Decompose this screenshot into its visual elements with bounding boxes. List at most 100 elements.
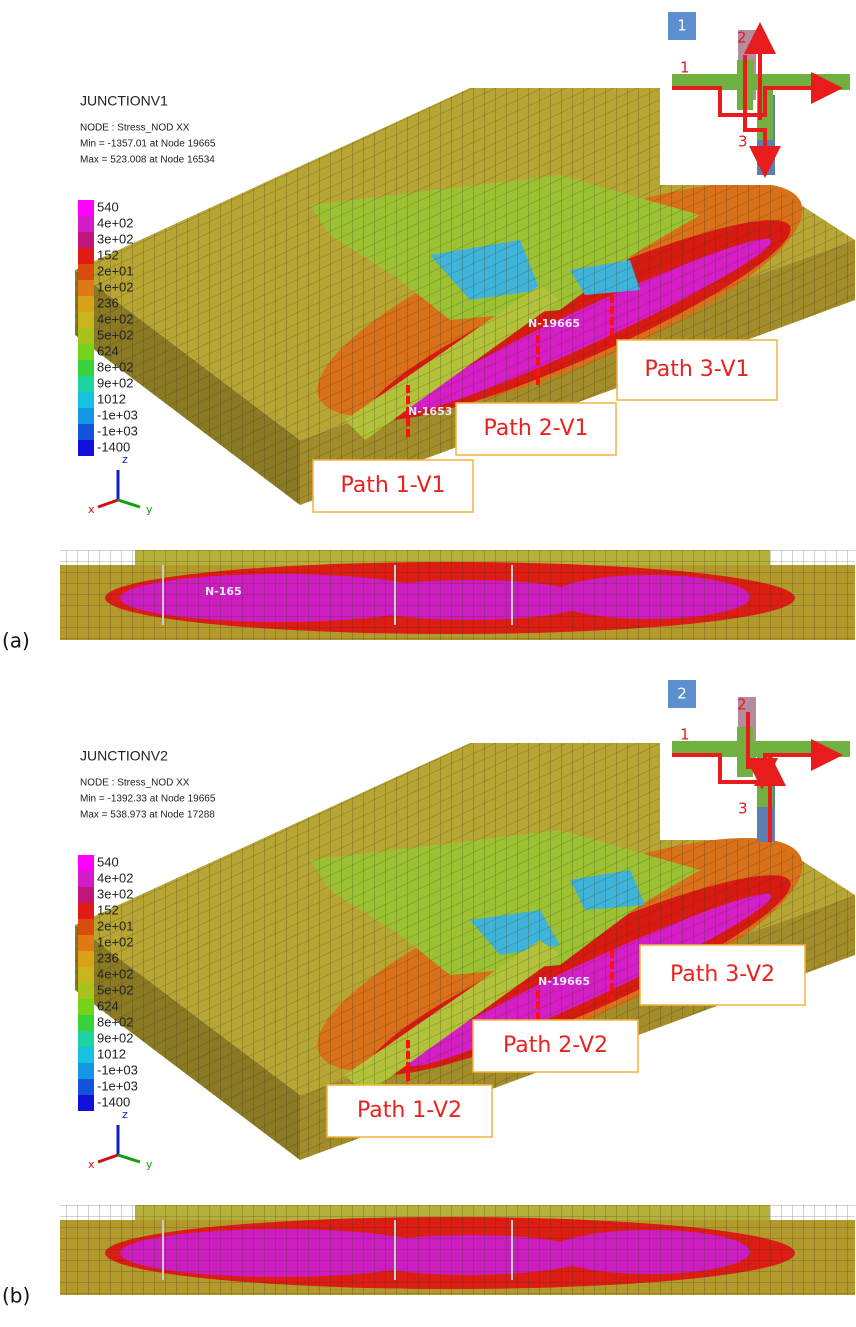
legend-swatch	[78, 216, 94, 232]
legend-swatch	[78, 296, 94, 312]
legend-swatch	[78, 440, 94, 456]
path-label: Path 2-V2	[503, 1033, 608, 1058]
legend-swatch	[78, 232, 94, 248]
legend-label: 624	[97, 998, 119, 1013]
legend-label: -1e+03	[97, 407, 138, 422]
legend-swatch	[78, 392, 94, 408]
schematic-number: 1	[680, 726, 690, 744]
legend-label: 152	[97, 247, 119, 262]
path-label: Path 2-V1	[483, 416, 588, 441]
node-tag: N-1653	[408, 405, 452, 418]
legend-label: 152	[97, 902, 119, 917]
panel: JUNCTIONV2 NODE : Stress_NOD XX Min = -139…	[2, 680, 856, 1308]
legend-swatch	[78, 1031, 94, 1047]
legend-label: 1e+02	[97, 934, 134, 949]
side-mesh	[60, 550, 855, 640]
legend-label: 1e+02	[97, 279, 134, 294]
legend-label: 4e+02	[97, 215, 134, 230]
legend-swatch	[78, 344, 94, 360]
legend-swatch	[78, 424, 94, 440]
legend-swatch	[78, 200, 94, 216]
result-header: NODE : Stress_NOD XX	[80, 778, 190, 789]
path-label: Path 1-V1	[340, 473, 445, 498]
legend-label: 8e+02	[97, 359, 134, 374]
result-header: Max = 523.008 at Node 16534	[80, 155, 215, 166]
axis-label: x	[88, 1158, 95, 1171]
legend-swatch	[78, 967, 94, 983]
legend-swatch	[78, 1047, 94, 1063]
badge-number: 2	[677, 685, 687, 703]
legend-swatch	[78, 1095, 94, 1111]
legend-swatch	[78, 280, 94, 296]
legend-swatch	[78, 855, 94, 871]
legend-swatch	[78, 871, 94, 887]
axis-x	[98, 1155, 118, 1162]
axis-y	[118, 500, 140, 507]
figure: JUNCTIONV1 NODE : Stress_NOD XX Min = -135…	[0, 0, 856, 1327]
legend-label: 4e+02	[97, 311, 134, 326]
legend-swatch	[78, 248, 94, 264]
legend-label: 1012	[97, 1046, 126, 1061]
legend-label: -1e+03	[97, 423, 138, 438]
legend-label: 624	[97, 343, 119, 358]
legend-label: 4e+02	[97, 966, 134, 981]
axis-label: x	[88, 503, 95, 516]
axis-y	[118, 1155, 140, 1162]
legend-label: 236	[97, 950, 119, 965]
legend-swatch	[78, 903, 94, 919]
axis-label: z	[122, 1108, 128, 1121]
legend-swatch	[78, 264, 94, 280]
panel-label: (a)	[2, 629, 30, 653]
legend-label: 5e+02	[97, 327, 134, 342]
result-header: JUNCTIONV2	[80, 748, 168, 764]
legend-swatch	[78, 951, 94, 967]
legend-swatch	[78, 935, 94, 951]
schematic-number: 3	[738, 133, 748, 151]
legend-swatch	[78, 376, 94, 392]
legend-label: 8e+02	[97, 1014, 134, 1029]
legend-label: 540	[97, 199, 119, 214]
legend-label: 236	[97, 295, 119, 310]
schematic-number: 1	[680, 59, 690, 77]
legend-label: 540	[97, 854, 119, 869]
axis-x	[98, 500, 118, 507]
legend-label: 9e+02	[97, 375, 134, 390]
legend-swatch	[78, 360, 94, 376]
legend-swatch	[78, 999, 94, 1015]
panel: JUNCTIONV1 NODE : Stress_NOD XX Min = -135…	[2, 0, 856, 653]
axis-label: y	[146, 503, 153, 516]
result-header: Max = 538.973 at Node 17288	[80, 810, 215, 821]
legend-label: 1012	[97, 391, 126, 406]
legend-swatch	[78, 1079, 94, 1095]
schematic-number: 2	[737, 696, 747, 714]
panel-label: (b)	[2, 1284, 30, 1308]
side-mesh	[60, 1205, 855, 1295]
legend-swatch	[78, 312, 94, 328]
legend-swatch	[78, 1063, 94, 1079]
legend-label: 2e+01	[97, 263, 134, 278]
legend-label: 2e+01	[97, 918, 134, 933]
node-tag: N-19665	[528, 317, 580, 330]
result-header: JUNCTIONV1	[80, 93, 168, 109]
axis-label: z	[122, 453, 128, 466]
legend-swatch	[78, 919, 94, 935]
legend-label: -1e+03	[97, 1078, 138, 1093]
node-tag: N-19665	[538, 975, 590, 988]
legend-swatch	[78, 887, 94, 903]
legend-swatch	[78, 1015, 94, 1031]
legend-swatch	[78, 983, 94, 999]
path-label: Path 3-V1	[644, 357, 749, 382]
node-tag: N-165	[205, 585, 242, 598]
legend-label: 4e+02	[97, 870, 134, 885]
legend-label: 9e+02	[97, 1030, 134, 1045]
result-header: Min = -1392.33 at Node 19665	[80, 794, 216, 805]
result-header: NODE : Stress_NOD XX	[80, 123, 190, 134]
path-label: Path 3-V2	[670, 962, 775, 987]
legend-label: 3e+02	[97, 886, 134, 901]
result-header: Min = -1357.01 at Node 19665	[80, 139, 216, 150]
path-label: Path 1-V2	[357, 1098, 462, 1123]
axis-label: y	[146, 1158, 153, 1171]
schematic-number: 2	[737, 29, 747, 47]
badge-number: 1	[677, 17, 687, 35]
legend-label: -1e+03	[97, 1062, 138, 1077]
